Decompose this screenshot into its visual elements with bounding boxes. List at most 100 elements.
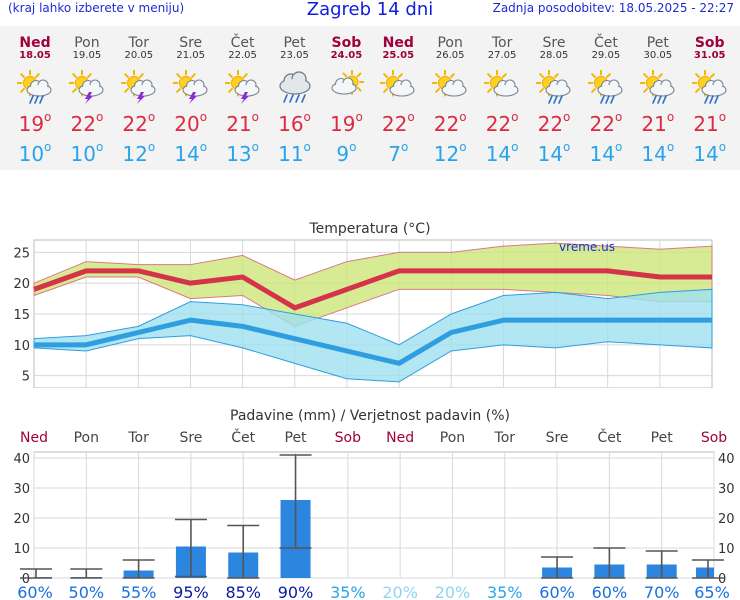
precipitation-probability: 20%: [382, 583, 418, 600]
sun-ray: [450, 73, 456, 78]
y-tick-label-right: 0: [718, 572, 726, 587]
day-column: Tor 27.05 22o 14o: [476, 26, 528, 170]
day-column: Pet 23.05 16o 11o: [269, 26, 321, 170]
max-temperature: 22o: [372, 110, 424, 136]
sun-ray: [123, 88, 129, 93]
min-temperature: 9o: [320, 140, 372, 166]
day-date: 31.05: [693, 50, 726, 61]
rain-drop: [282, 94, 288, 103]
min-temperature: 14o: [580, 140, 632, 166]
sun-ray: [657, 73, 663, 78]
min-temperature: 14o: [684, 140, 736, 166]
sun-ray: [709, 73, 715, 78]
degree-sign: o: [44, 110, 52, 124]
sun-thunderstorm-icon: [224, 70, 260, 104]
sun-ray: [190, 73, 196, 78]
max-temperature: 19o: [320, 110, 372, 136]
min-temperature-value: 14: [641, 142, 667, 166]
min-temperature: 12o: [424, 140, 476, 166]
max-temperature: 22o: [424, 110, 476, 136]
day-date: 18.05: [19, 50, 51, 61]
rain-drop: [29, 95, 34, 104]
day-label: Sre: [546, 430, 569, 446]
cloud-fill: [333, 83, 356, 93]
max-temperature: 21o: [632, 110, 684, 136]
min-temperature: 10o: [61, 140, 113, 166]
sun-ray: [227, 88, 233, 93]
cloud-fill: [28, 85, 50, 95]
y-tick-label-right: 20: [718, 512, 735, 527]
min-temperature: 12o: [113, 140, 165, 166]
temperature-min-line: [34, 317, 712, 366]
day-column: Čet 22.05 21o 13o: [217, 26, 269, 170]
degree-sign: o: [511, 110, 519, 124]
degree-sign: o: [95, 110, 104, 124]
precipitation-probability: 95%: [173, 583, 209, 600]
precipitation-probability: 35%: [487, 583, 523, 600]
temperature-chart-title: Temperatura (°C): [308, 221, 430, 237]
degree-sign: o: [251, 140, 259, 154]
rain-drop: [713, 95, 719, 104]
sun-cloud-icon: [380, 70, 415, 97]
day-column: Ned 25.05 22o 7o: [372, 26, 424, 170]
min-temperature-value: 10: [70, 142, 96, 166]
location-menu-hint[interactable]: (kraj lahko izberete v meniju): [8, 1, 185, 15]
y-tick-label: 15: [13, 308, 30, 323]
max-temperature: 22o: [476, 110, 528, 136]
rain-drop: [294, 94, 300, 103]
cloud-fill: [131, 85, 154, 95]
day-name: Pet: [646, 35, 669, 51]
day-date: 28.05: [539, 50, 569, 61]
precipitation-probability: 55%: [121, 583, 157, 600]
sun-ray: [383, 73, 389, 78]
cloud-fill: [443, 85, 466, 95]
day-date: 26.05: [435, 50, 465, 61]
max-temperature-value: 21: [226, 112, 252, 136]
day-column: Ned 18.05 19o 10o: [9, 26, 61, 170]
rain-drop: [661, 95, 667, 104]
sun-ray: [357, 72, 362, 78]
precipitation-probability: 70%: [644, 583, 680, 600]
sun-behind-cloud-icon: [331, 70, 365, 95]
sun-cloud-icon: [484, 70, 519, 97]
day-label: Čet: [231, 428, 255, 446]
sun-thunderstorm-icon: [172, 70, 208, 104]
max-temperature: 22o: [580, 110, 632, 136]
degree-sign: o: [44, 140, 52, 154]
precipitation-chart: Padavine (mm) / Verjetnost padavin (%) Ne…: [13, 408, 735, 600]
degree-sign: o: [563, 140, 571, 154]
degree-sign: o: [459, 140, 467, 154]
sun-ray: [383, 88, 389, 93]
sun-ray: [175, 73, 181, 78]
rain-drop: [600, 95, 605, 104]
sun-ray: [175, 88, 181, 93]
degree-sign: o: [563, 110, 571, 124]
sun-cloud-icon: [432, 70, 467, 97]
sun-cloud-rain-icon: [587, 70, 623, 104]
degree-sign: o: [199, 110, 208, 124]
sun-ray: [342, 72, 348, 78]
max-temperature-value: 16: [278, 112, 304, 136]
max-temperature-value: 19: [329, 112, 356, 136]
day-column: Pet 30.05 21o 14o: [632, 26, 684, 170]
error-bar: [20, 568, 52, 579]
sun-ray: [502, 73, 507, 78]
error-bar: [122, 559, 155, 579]
sun-ray: [35, 73, 40, 78]
day-column: Pon 19.05 22o 10o: [61, 26, 113, 170]
degree-sign: o: [303, 110, 311, 124]
error-bar: [692, 559, 724, 579]
lightning-bolt: [240, 92, 249, 104]
day-column: Sob 24.05 19o 9o: [320, 26, 372, 170]
cloud-rain-icon: [278, 71, 311, 103]
cloud-fill: [650, 85, 673, 95]
cloud-shape: [597, 79, 623, 97]
day-label: Pon: [440, 430, 465, 446]
precipitation-chart-title: Padavine (mm) / Verjetnost padavin (%): [230, 408, 510, 424]
max-temperature-value: 19: [18, 112, 45, 136]
min-temperature-value: 13: [226, 142, 252, 166]
y-tick-label: 10: [13, 339, 30, 354]
degree-sign: o: [147, 110, 156, 124]
cloud-fill: [183, 85, 206, 95]
day-label: Tor: [127, 430, 149, 446]
